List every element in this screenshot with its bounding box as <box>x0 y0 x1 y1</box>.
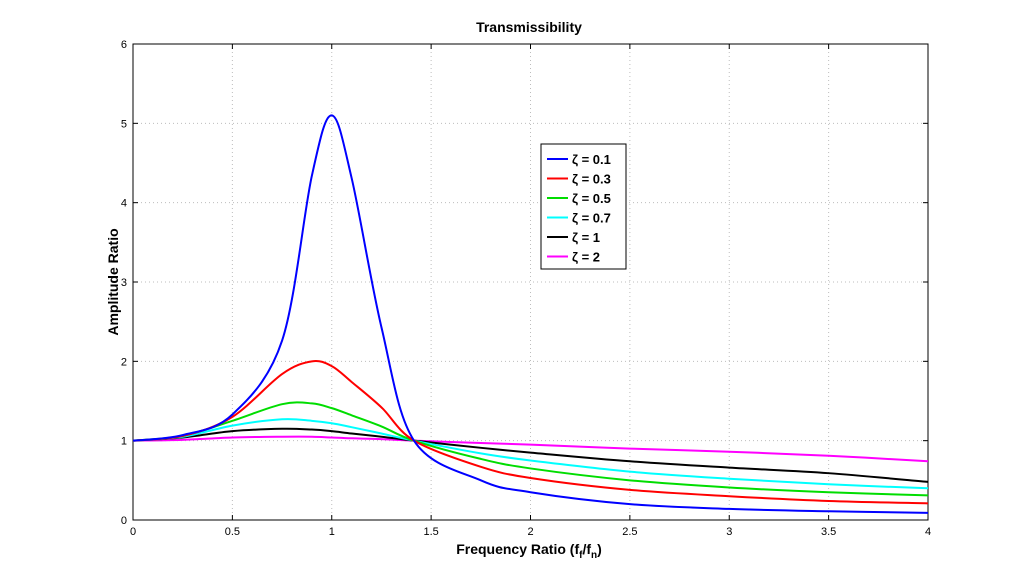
legend-label-4: ζ = 1 <box>572 230 600 245</box>
series-line-5 <box>132 435 929 463</box>
x-tick-label: 2.5 <box>622 526 637 538</box>
legend-label-5: ζ = 2 <box>572 250 600 265</box>
x-tick-label: 2 <box>527 526 533 538</box>
y-tick-label: 6 <box>121 39 127 51</box>
x-tick-label: 1.5 <box>423 526 438 538</box>
y-tick-label: 0 <box>121 515 127 527</box>
legend-label-3: ζ = 0.7 <box>572 211 611 226</box>
x-tick-label: 0.5 <box>225 526 240 538</box>
x-tick-label: 3 <box>726 526 732 538</box>
legend-items: ζ = 0.1 ζ = 0.3 ζ = 0.5 ζ = 0.7 ζ = 1 ζ = 2 <box>547 152 611 265</box>
x-tick-label: 3.5 <box>821 526 836 538</box>
y-tick-label: 1 <box>121 436 127 448</box>
series-line-2 <box>132 401 929 497</box>
series-lines <box>132 114 929 514</box>
legend: ζ = 0.1 ζ = 0.3 ζ = 0.5 ζ = 0.7 ζ = 1 ζ = 2 <box>540 143 627 270</box>
y-axis-label: Amplitude Ratio <box>105 228 121 335</box>
x-tick-label: 1 <box>329 526 335 538</box>
chart-title: Transmissibility <box>476 19 582 35</box>
series-line-4 <box>132 427 929 483</box>
x-axis-label-sub1: f <box>579 550 583 561</box>
x-axis-label-main: Frequency Ratio (f <box>456 541 579 557</box>
y-tick-label: 3 <box>121 277 127 289</box>
x-tick-label: 4 <box>925 526 931 538</box>
x-axis-label-end: ) <box>597 541 602 557</box>
series-line-0 <box>132 114 929 514</box>
legend-label-2: ζ = 0.5 <box>572 191 611 206</box>
series-line-3 <box>132 418 929 490</box>
x-axis-label-mid: /f <box>582 541 591 557</box>
x-axis-label-sub2: n <box>591 550 597 561</box>
legend-label-1: ζ = 0.3 <box>572 172 611 187</box>
y-tick-label: 5 <box>121 118 127 130</box>
y-tick-label: 4 <box>121 198 127 210</box>
axis-ticks: 0 0.5 1 1.5 2 2.5 3 3.5 4 0 1 2 3 4 5 6 <box>121 39 931 538</box>
y-tick-label: 2 <box>121 356 127 368</box>
legend-box <box>540 143 627 270</box>
x-axis-label: Frequency Ratio (ff/fn) <box>456 541 602 561</box>
x-tick-label: 0 <box>130 526 136 538</box>
legend-label-0: ζ = 0.1 <box>572 152 611 167</box>
series-line-1 <box>132 360 929 505</box>
